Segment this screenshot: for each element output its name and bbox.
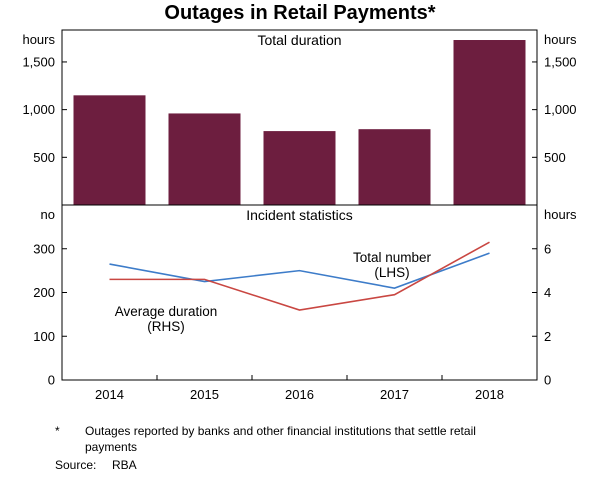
y-tick-label-right: 2	[544, 329, 551, 344]
footnote: * Outages reported by banks and other fi…	[55, 424, 483, 456]
y-tick-label-right: 1,000	[544, 102, 577, 117]
x-tick-label: 2018	[475, 387, 504, 402]
y-tick-label-left: 500	[33, 150, 55, 165]
y-tick-label-left: 200	[33, 285, 55, 300]
bar-2016	[263, 131, 336, 205]
x-tick-label: 2014	[95, 387, 124, 402]
y-tick-label-left: 1,000	[22, 102, 55, 117]
bar-2017	[358, 129, 431, 205]
source-value: RBA	[112, 458, 137, 472]
y-tick-label-left: 0	[48, 373, 55, 388]
x-tick-label: 2015	[190, 387, 219, 402]
series-label: Average duration	[115, 304, 218, 319]
unit-label-left-bottom: no	[41, 207, 55, 222]
y-tick-label-right: 500	[544, 150, 566, 165]
line-average-duration	[109, 241, 490, 311]
y-tick-label-right: 4	[544, 285, 551, 300]
plot-border	[61, 29, 538, 381]
chart-title: Outages in Retail Payments*	[164, 2, 436, 24]
footnote-text: Outages reported by banks and other fina…	[85, 424, 476, 454]
y-tick-label-right: 0	[544, 373, 551, 388]
bar-2015	[168, 113, 241, 205]
x-tick-label: 2016	[285, 387, 314, 402]
y-tick-label-right: 6	[544, 241, 551, 256]
y-tick-label-right: 1,500	[544, 54, 577, 69]
x-tick-label: 2017	[380, 387, 409, 402]
series-label: (LHS)	[374, 265, 409, 280]
bar-2018	[453, 40, 526, 205]
series-label: Total number	[353, 250, 432, 265]
unit-label-right-top: hours	[544, 32, 577, 47]
y-tick-label-left: 100	[33, 329, 55, 344]
unit-label-left-top: hours	[22, 32, 55, 47]
source-line: Source: RBA	[55, 458, 137, 472]
y-tick-label-left: 1,500	[22, 54, 55, 69]
footnote-marker: *	[55, 424, 60, 438]
panel-title-bottom: Incident statistics	[246, 207, 353, 223]
line-total-number	[109, 252, 490, 289]
panel-title-top: Total duration	[257, 32, 341, 48]
y-tick-label-left: 300	[33, 241, 55, 256]
series-label: (RHS)	[147, 319, 185, 334]
unit-label-right-bottom: hours	[544, 207, 577, 222]
bar-2014	[73, 95, 146, 205]
source-label: Source:	[55, 458, 97, 472]
